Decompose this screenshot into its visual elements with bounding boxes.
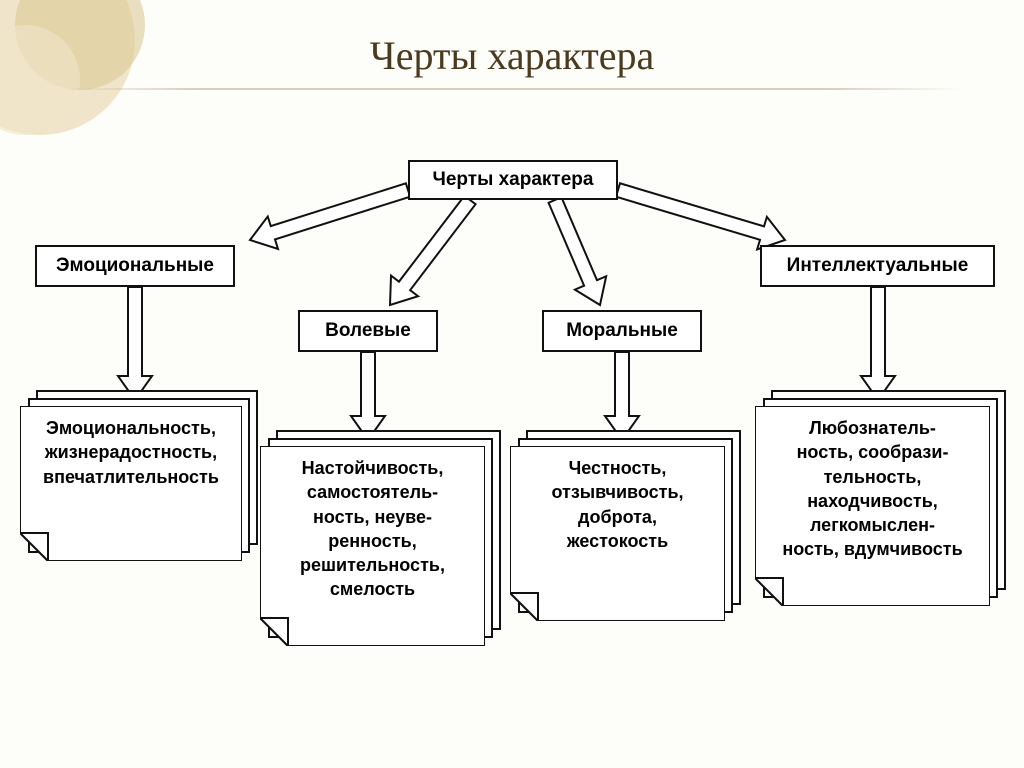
paper-text: Любознатель- ность, сообрази- тельность,… [763,416,982,562]
arrow-root-volitional [390,196,476,305]
paper-front-wrap: Настойчивость, самостоятель- ность, неув… [260,446,485,646]
category-box-moral: Моральные [542,310,702,352]
arrow-moral-paper [605,352,639,440]
paper-front-wrap: Эмоциональность, жизнерадостность, впеча… [20,406,242,561]
category-box-volitional: Волевые [298,310,438,352]
paper-stack-moral: Честность, отзывчивость, доброта, жесток… [510,430,741,621]
arrow-volitional-paper [351,352,385,440]
title-underline [60,88,964,90]
slide-title: Черты характера [0,32,1024,79]
paper-text: Эмоциональность, жизнерадостность, впеча… [28,416,234,489]
arrow-root-moral [549,197,607,305]
arrow-intellectual-paper [861,287,895,400]
category-box-emotional: Эмоциональные [35,245,235,287]
paper-front-wrap: Честность, отзывчивость, доброта, жесток… [510,446,725,621]
paper-stack-volitional: Настойчивость, самостоятель- ность, неув… [260,430,501,646]
paper-text: Честность, отзывчивость, доброта, жесток… [518,456,717,553]
arrow-emotional-paper [118,287,152,400]
paper-text: Настойчивость, самостоятель- ность, неув… [268,456,477,602]
paper-stack-emotional: Эмоциональность, жизнерадостность, впеча… [20,390,258,561]
paper-stack-intellectual: Любознатель- ность, сообрази- тельность,… [755,390,1006,606]
category-box-intellectual: Интеллектуальные [760,245,995,287]
root-box: Черты характера [408,160,618,200]
diagram-canvas: Черты характера Эмоциональные Эмоционально… [0,130,1024,750]
arrow-root-emotional [250,183,410,249]
paper-front-wrap: Любознатель- ность, сообрази- тельность,… [755,406,990,606]
arrow-root-intellectual [616,183,785,249]
